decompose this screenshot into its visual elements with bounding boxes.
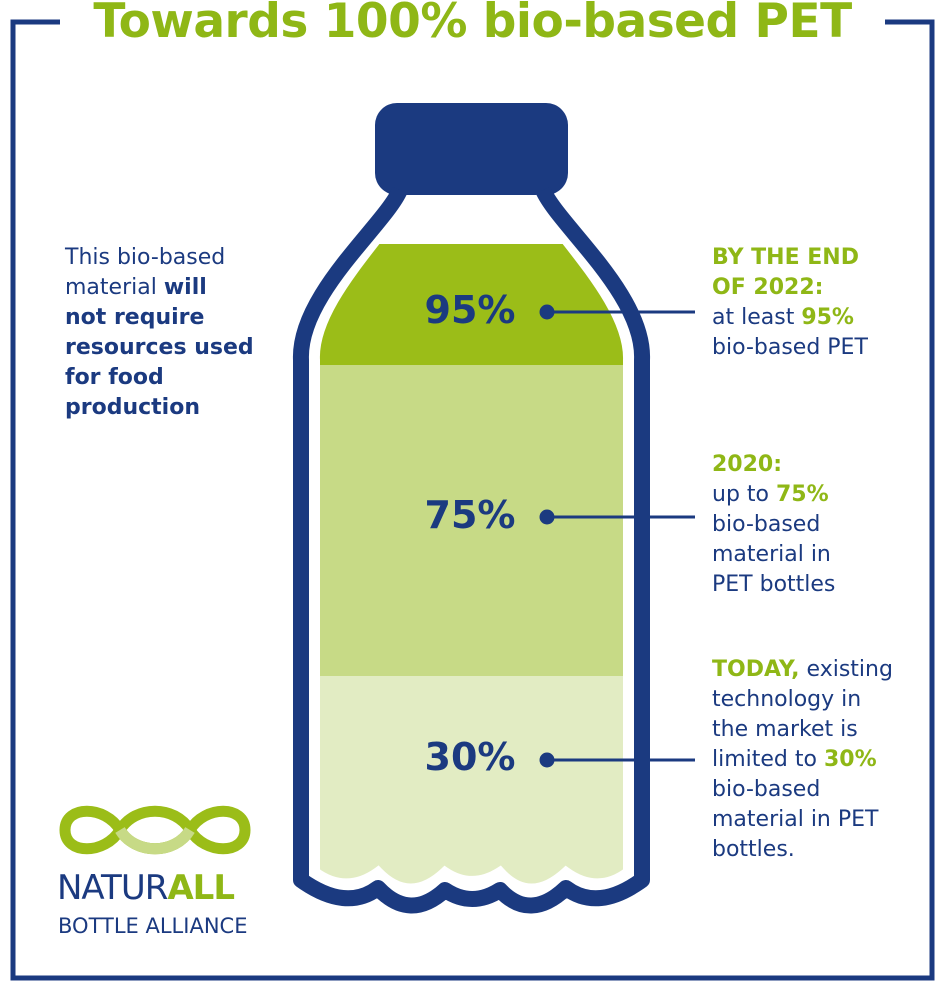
note-2020-heading: 2020:: [712, 452, 783, 477]
note-today-heading: TODAY,: [712, 657, 800, 682]
bottle-cap: [375, 103, 568, 195]
left-note: This bio-based material will not require…: [65, 243, 295, 423]
note-2020-text: PET bottles: [712, 572, 836, 597]
level-75-label: 75%: [424, 493, 516, 537]
level-30-label: 30%: [424, 735, 516, 779]
connector-30: [539, 752, 695, 768]
note-2022-heading: BY THE END: [712, 245, 859, 270]
note-2022-value: 95%: [801, 305, 854, 330]
left-note-emphasis: production: [65, 395, 200, 420]
note-2022-text: at least: [712, 305, 802, 330]
connector-75: [539, 509, 695, 525]
note-today-value: 30%: [823, 747, 877, 772]
level-95-label: 95%: [424, 288, 516, 332]
logo-wordmark: NATURALL: [57, 868, 235, 908]
left-note-emphasis: will: [163, 275, 207, 300]
note-2020-text: bio-based: [712, 512, 821, 537]
note-2020: 2020: up to 75% bio-based material in PE…: [712, 450, 912, 600]
note-today-text: bottles.: [712, 837, 795, 862]
note-2020-value: 75%: [775, 482, 829, 507]
logo-name-part: NATUR: [57, 868, 168, 908]
connector-95: [539, 304, 695, 320]
note-today-text: the market is: [712, 717, 858, 742]
left-note-line: material: [65, 275, 164, 300]
left-note-line: This bio-based: [65, 245, 226, 270]
left-note-emphasis: resources used: [65, 335, 254, 360]
note-today-text: bio-based: [712, 777, 821, 802]
note-2022-heading: OF 2022:: [712, 275, 824, 300]
infinity-loop-icon: [59, 805, 251, 855]
note-today: TODAY, existing technology in the market…: [712, 655, 932, 865]
note-2020-text: up to: [712, 482, 776, 507]
level-95-band: [314, 244, 629, 365]
note-today-text: material in PET: [712, 807, 879, 832]
logo-subtitle: BOTTLE ALLIANCE: [58, 914, 248, 938]
page-title: Towards 100% bio-based PET: [93, 0, 852, 49]
note-today-text: technology in: [712, 687, 862, 712]
level-75-band: [314, 365, 629, 676]
note-2022: BY THE END OF 2022: at least 95% bio-bas…: [712, 243, 927, 363]
note-today-text: limited to: [712, 747, 824, 772]
logo-name-accent: ALL: [167, 868, 235, 908]
left-note-emphasis: not require: [65, 305, 205, 330]
left-note-emphasis: for food: [65, 365, 164, 390]
note-2022-text: bio-based PET: [712, 335, 868, 360]
level-30-band: [314, 676, 629, 889]
note-2020-text: material in: [712, 542, 831, 567]
note-today-text: existing: [799, 657, 893, 682]
